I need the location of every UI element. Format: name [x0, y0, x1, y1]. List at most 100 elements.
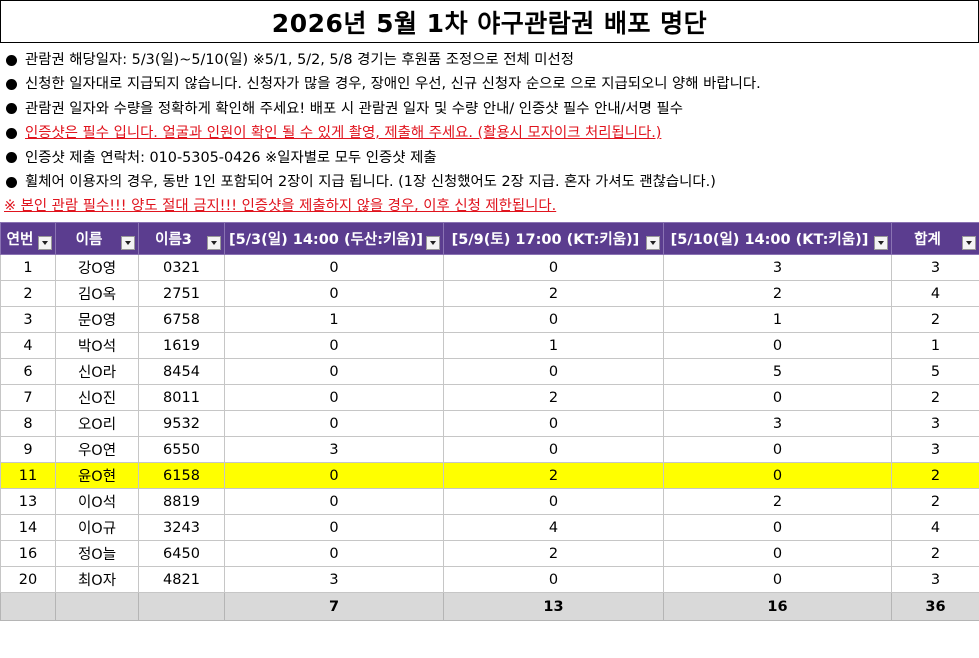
- filter-dropdown-icon[interactable]: [962, 236, 976, 250]
- cell-name[interactable]: 정O늘: [55, 540, 139, 567]
- cell-may9[interactable]: 0: [443, 488, 664, 515]
- cell-name3[interactable]: 8011: [138, 384, 225, 411]
- cell-may3[interactable]: 3: [224, 436, 444, 463]
- cell-total[interactable]: 3: [891, 436, 979, 463]
- cell-may10[interactable]: 2: [663, 488, 892, 515]
- cell-total[interactable]: 2: [891, 540, 979, 567]
- cell-may3[interactable]: 0: [224, 254, 444, 281]
- cell-name3[interactable]: 6450: [138, 540, 225, 567]
- filter-dropdown-icon[interactable]: [874, 236, 888, 250]
- total-cell-may9[interactable]: 13: [443, 592, 664, 621]
- cell-may9[interactable]: 1: [443, 332, 664, 359]
- cell-name[interactable]: 오O리: [55, 410, 139, 437]
- cell-may9[interactable]: 0: [443, 436, 664, 463]
- cell-seq[interactable]: 4: [0, 332, 56, 359]
- cell-may3[interactable]: 3: [224, 566, 444, 593]
- cell-name3[interactable]: 2751: [138, 280, 225, 307]
- cell-name3[interactable]: 6550: [138, 436, 225, 463]
- table-row[interactable]: 8 오O리 9532 0 0 3 3: [0, 410, 979, 437]
- total-cell-seq[interactable]: [0, 592, 56, 621]
- cell-name3[interactable]: 8819: [138, 488, 225, 515]
- cell-may3[interactable]: 1: [224, 306, 444, 333]
- filter-dropdown-icon[interactable]: [646, 236, 660, 250]
- col-header-name[interactable]: 이름: [55, 222, 139, 255]
- table-row[interactable]: 6 신O라 8454 0 0 5 5: [0, 358, 979, 385]
- cell-may10[interactable]: 0: [663, 514, 892, 541]
- cell-name[interactable]: 이O규: [55, 514, 139, 541]
- table-row[interactable]: 11 윤O현 6158 0 2 0 2: [0, 462, 979, 489]
- col-header-may10[interactable]: [5/10(일) 14:00 (KT:키움)]: [663, 222, 892, 255]
- cell-may10[interactable]: 0: [663, 540, 892, 567]
- cell-may10[interactable]: 5: [663, 358, 892, 385]
- cell-name3[interactable]: 6758: [138, 306, 225, 333]
- cell-may10[interactable]: 3: [663, 254, 892, 281]
- table-row[interactable]: 9 우O연 6550 3 0 0 3: [0, 436, 979, 463]
- cell-seq[interactable]: 7: [0, 384, 56, 411]
- cell-total[interactable]: 2: [891, 462, 979, 489]
- cell-name[interactable]: 이O석: [55, 488, 139, 515]
- cell-seq[interactable]: 6: [0, 358, 56, 385]
- table-row[interactable]: 1 강O영 0321 0 0 3 3: [0, 254, 979, 281]
- cell-total[interactable]: 2: [891, 306, 979, 333]
- cell-may10[interactable]: 2: [663, 280, 892, 307]
- cell-may3[interactable]: 0: [224, 488, 444, 515]
- cell-seq[interactable]: 11: [0, 462, 56, 489]
- cell-total[interactable]: 4: [891, 514, 979, 541]
- total-cell-total[interactable]: 36: [891, 592, 979, 621]
- col-header-may9[interactable]: [5/9(토) 17:00 (KT:키움)]: [443, 222, 664, 255]
- table-row[interactable]: 14 이O규 3243 0 4 0 4: [0, 514, 979, 541]
- col-header-seq[interactable]: 연번: [0, 222, 56, 255]
- cell-total[interactable]: 4: [891, 280, 979, 307]
- total-cell-may10[interactable]: 16: [663, 592, 892, 621]
- cell-total[interactable]: 3: [891, 566, 979, 593]
- cell-may10[interactable]: 0: [663, 332, 892, 359]
- filter-dropdown-icon[interactable]: [207, 236, 221, 250]
- col-header-name3[interactable]: 이름3: [138, 222, 225, 255]
- cell-may9[interactable]: 0: [443, 254, 664, 281]
- cell-total[interactable]: 5: [891, 358, 979, 385]
- cell-name[interactable]: 박O석: [55, 332, 139, 359]
- cell-total[interactable]: 1: [891, 332, 979, 359]
- cell-name[interactable]: 문O영: [55, 306, 139, 333]
- cell-seq[interactable]: 14: [0, 514, 56, 541]
- cell-may9[interactable]: 4: [443, 514, 664, 541]
- table-row[interactable]: 13 이O석 8819 0 0 2 2: [0, 488, 979, 515]
- cell-total[interactable]: 2: [891, 488, 979, 515]
- table-row[interactable]: 20 최O자 4821 3 0 0 3: [0, 566, 979, 593]
- cell-name3[interactable]: 8454: [138, 358, 225, 385]
- total-cell-name[interactable]: [55, 592, 139, 621]
- cell-seq[interactable]: 8: [0, 410, 56, 437]
- cell-name[interactable]: 우O연: [55, 436, 139, 463]
- col-header-may3[interactable]: [5/3(일) 14:00 (두산:키움)]: [224, 222, 444, 255]
- cell-may10[interactable]: 0: [663, 566, 892, 593]
- cell-seq[interactable]: 16: [0, 540, 56, 567]
- cell-total[interactable]: 3: [891, 410, 979, 437]
- cell-may3[interactable]: 0: [224, 540, 444, 567]
- cell-name[interactable]: 신O진: [55, 384, 139, 411]
- table-row[interactable]: 7 신O진 8011 0 2 0 2: [0, 384, 979, 411]
- total-cell-may3[interactable]: 7: [224, 592, 444, 621]
- cell-name[interactable]: 신O라: [55, 358, 139, 385]
- cell-name3[interactable]: 0321: [138, 254, 225, 281]
- cell-may10[interactable]: 0: [663, 436, 892, 463]
- cell-total[interactable]: 2: [891, 384, 979, 411]
- cell-name[interactable]: 윤O현: [55, 462, 139, 489]
- cell-name3[interactable]: 6158: [138, 462, 225, 489]
- cell-seq[interactable]: 20: [0, 566, 56, 593]
- cell-may9[interactable]: 2: [443, 540, 664, 567]
- cell-seq[interactable]: 3: [0, 306, 56, 333]
- cell-may3[interactable]: 0: [224, 410, 444, 437]
- cell-may3[interactable]: 0: [224, 384, 444, 411]
- cell-seq[interactable]: 1: [0, 254, 56, 281]
- cell-name3[interactable]: 9532: [138, 410, 225, 437]
- cell-name3[interactable]: 3243: [138, 514, 225, 541]
- cell-may9[interactable]: 0: [443, 410, 664, 437]
- cell-may10[interactable]: 3: [663, 410, 892, 437]
- cell-seq[interactable]: 9: [0, 436, 56, 463]
- cell-may3[interactable]: 0: [224, 358, 444, 385]
- table-row[interactable]: 3 문O영 6758 1 0 1 2: [0, 306, 979, 333]
- cell-may9[interactable]: 2: [443, 462, 664, 489]
- total-cell-name3[interactable]: [138, 592, 225, 621]
- cell-may9[interactable]: 0: [443, 566, 664, 593]
- cell-may10[interactable]: 0: [663, 384, 892, 411]
